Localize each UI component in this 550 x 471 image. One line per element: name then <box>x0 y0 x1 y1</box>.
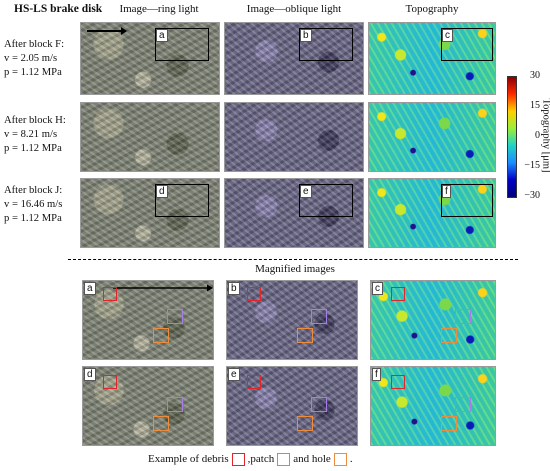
row-label-block-f: After block F: v = 2.05 m/s p = 1.12 MPa <box>4 38 64 80</box>
panel-tag: e <box>300 185 312 198</box>
patch-marker <box>311 309 327 324</box>
legend-prefix: Example of debris <box>148 453 229 465</box>
column-header-topography: Topography <box>405 3 459 15</box>
magnified-oblique-light-b: b <box>226 280 358 360</box>
hole-marker <box>441 328 457 343</box>
patch-marker <box>455 397 471 412</box>
patch-marker <box>167 397 183 412</box>
patch-marker <box>167 309 183 324</box>
magnified-ring-light-d: d <box>82 366 214 446</box>
section-divider <box>68 259 518 260</box>
oblique-light-image-j: e <box>224 178 364 248</box>
row-label-pressure: p = 1.12 MPa <box>4 67 62 78</box>
legend-debris-swatch <box>231 452 245 466</box>
patch-marker <box>455 309 471 324</box>
oblique-light-image-f: b <box>224 22 364 95</box>
hole-marker <box>153 416 169 431</box>
hole-marker <box>297 328 313 343</box>
row-label-velocity: v = 8.21 m/s <box>4 129 58 140</box>
row-label-block-h: After block H: v = 8.21 m/s p = 1.12 MPa <box>4 114 66 156</box>
marker-legend: Example of debris ,patch and hole . <box>148 452 353 466</box>
colorbar-axis-label: Topography [μm] <box>540 98 550 173</box>
panel-tag: d <box>156 185 168 198</box>
magnified-topography-f: f <box>370 366 496 446</box>
panel-tag: f <box>442 185 451 198</box>
topography-map-h <box>368 102 496 172</box>
panel-tag: c <box>372 282 383 295</box>
topography-map-j: f <box>368 178 496 248</box>
oblique-light-image-h <box>224 102 364 172</box>
sliding-direction-arrow-icon <box>113 284 213 292</box>
magnified-oblique-light-e: e <box>226 366 358 446</box>
row-label-pressure: p = 1.12 MPa <box>4 213 62 224</box>
panel-tag: f <box>372 368 381 381</box>
debris-marker <box>391 375 405 389</box>
magnified-heading: Magnified images <box>255 263 335 275</box>
column-header-ring-light: Image—ring light <box>119 3 199 15</box>
row-label-block: After block J: <box>4 185 63 196</box>
panel-tag: c <box>442 29 453 42</box>
row-label-block: After block F: <box>4 39 65 50</box>
row-label-pressure: p = 1.12 MPa <box>4 143 62 154</box>
legend-patch-swatch <box>277 452 291 466</box>
legend-end-text: . <box>349 453 353 465</box>
topography-map-f: c <box>368 22 496 95</box>
magnify-region-box <box>441 184 493 217</box>
debris-marker <box>247 375 261 389</box>
debris-marker <box>247 287 261 301</box>
patch-marker <box>311 397 327 412</box>
panel-tag: b <box>300 29 312 42</box>
magnify-region-box <box>441 28 493 61</box>
legend-hole-swatch <box>333 452 347 466</box>
debris-marker <box>103 375 117 389</box>
colorbar-tick-label: 30 <box>530 70 540 81</box>
colorbar-tick-label: 0 <box>535 130 540 141</box>
magnify-region-box <box>155 28 209 61</box>
hole-marker <box>297 416 313 431</box>
colorbar-tick-label: −30 <box>524 190 540 201</box>
debris-marker <box>391 287 405 301</box>
panel-tag: a <box>84 282 96 295</box>
row-label-velocity: v = 2.05 m/s <box>4 53 58 64</box>
colorbar-tick-label: −15 <box>524 160 540 171</box>
debris-marker <box>103 287 117 301</box>
colorbar <box>507 76 517 198</box>
row-label-velocity: v = 16.46 m/s <box>4 199 63 210</box>
magnified-ring-light-a: a <box>82 280 214 360</box>
panel-tag: d <box>84 368 96 381</box>
sliding-direction-arrow-icon <box>87 27 127 35</box>
panel-tag: b <box>228 282 240 295</box>
ring-light-image-f: a <box>80 22 220 95</box>
figure-title: HS-LS brake disk <box>14 3 103 15</box>
magnify-region-box <box>299 184 353 217</box>
row-label-block: After block H: <box>4 115 66 126</box>
hole-marker <box>441 416 457 431</box>
row-label-block-j: After block J: v = 16.46 m/s p = 1.12 MP… <box>4 184 62 226</box>
magnify-region-box <box>155 184 209 217</box>
panel-tag: e <box>228 368 240 381</box>
magnified-topography-c: c <box>370 280 496 360</box>
hole-marker <box>153 328 169 343</box>
legend-patch-text: ,patch <box>247 453 275 465</box>
colorbar-tick-label: 15 <box>530 100 540 111</box>
column-header-oblique-light: Image—oblique light <box>246 3 342 15</box>
ring-light-image-h <box>80 102 220 172</box>
panel-tag: a <box>156 29 168 42</box>
ring-light-image-j: d <box>80 178 220 248</box>
legend-hole-text: and hole <box>293 453 331 465</box>
magnify-region-box <box>299 28 353 61</box>
